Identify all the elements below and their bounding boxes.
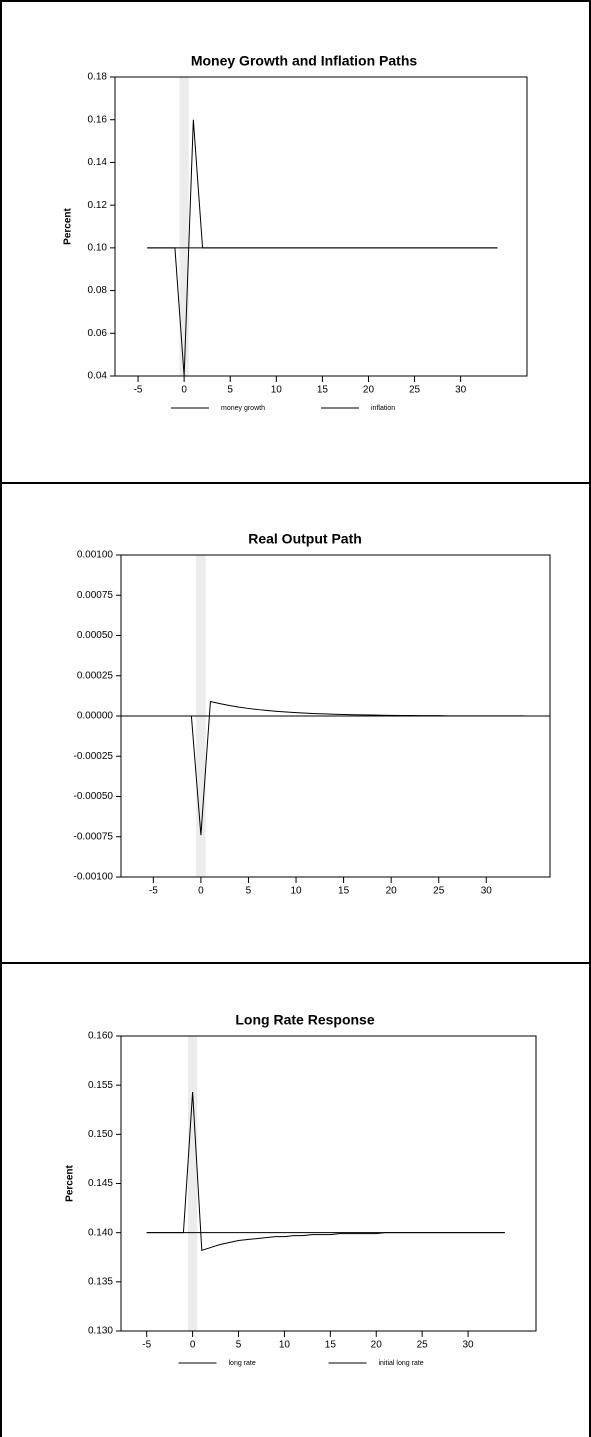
x-tick-label: 30 [481,886,493,897]
x-tick-label: 5 [246,886,252,897]
y-tick-label: 0.08 [88,285,108,296]
plot-frame [120,1035,537,1332]
y-tick-label: 0.06 [88,328,108,339]
y-tick-label: 0.00100 [77,550,114,561]
x-tick-label: 30 [462,1340,474,1351]
x-tick-label: 0 [190,1340,196,1351]
x-tick-label: 20 [386,886,398,897]
legend-label: inflation [371,405,395,412]
legend-label: initial long rate [379,1360,424,1367]
y-tick-label: 0.00000 [77,711,114,722]
x-tick-label: 25 [409,385,421,396]
x-tick-label: 25 [433,886,445,897]
y-tick-label: 0.145 [88,1178,113,1189]
y-tick-label: -0.00050 [74,791,114,802]
y-tick-label: 0.160 [88,1031,113,1042]
shaded-region [188,1036,198,1331]
y-tick-label: 0.00075 [77,590,114,601]
chart-title: Long Rate Response [235,1012,374,1028]
plot-frame [114,76,528,377]
y-tick-label: 0.10 [88,242,108,253]
x-tick-label: -5 [142,1340,151,1351]
y-tick-label: -0.00025 [74,751,114,762]
y-tick-label: 0.14 [88,157,108,168]
series-line [153,700,525,836]
x-tick-label: 0 [181,385,187,396]
y-tick-label: 0.155 [88,1080,113,1091]
shaded-region [179,77,189,376]
legend-label: long rate [229,1360,256,1367]
x-tick-label: 20 [371,1340,383,1351]
series-line [146,1092,505,1252]
y-axis-label: Percent [63,207,74,244]
y-tick-label: 0.130 [88,1326,113,1337]
chart-title: Real Output Path [248,531,362,547]
y-tick-label: 0.150 [88,1129,113,1140]
x-tick-label: -5 [149,886,158,897]
x-tick-label: 10 [279,1340,291,1351]
x-tick-label: 5 [227,385,233,396]
y-tick-label: 0.04 [88,371,108,382]
chart-title: Money Growth and Inflation Paths [191,53,418,69]
x-tick-label: 15 [325,1340,337,1351]
y-tick-label: -0.00075 [74,831,114,842]
y-tick-label: 0.18 [88,72,108,83]
x-tick-label: 15 [338,886,350,897]
y-axis-label: Percent [65,1164,76,1201]
x-tick-label: 15 [317,385,329,396]
x-tick-label: 25 [417,1340,429,1351]
x-tick-label: 10 [290,886,302,897]
y-tick-label: 0.00025 [77,670,114,681]
y-tick-label: 0.140 [88,1227,113,1238]
y-tick-label: -0.00100 [74,872,114,883]
x-tick-label: 20 [363,385,375,396]
x-tick-label: 0 [198,886,204,897]
y-tick-label: 0.00050 [77,630,114,641]
y-tick-label: 0.16 [88,114,108,125]
x-tick-label: 5 [236,1340,242,1351]
legend-label: money growth [221,405,265,412]
y-tick-label: 0.12 [88,200,108,211]
x-tick-label: 10 [271,385,283,396]
x-tick-label: 30 [455,385,467,396]
y-tick-label: 0.135 [88,1276,113,1287]
x-tick-label: -5 [134,385,143,396]
